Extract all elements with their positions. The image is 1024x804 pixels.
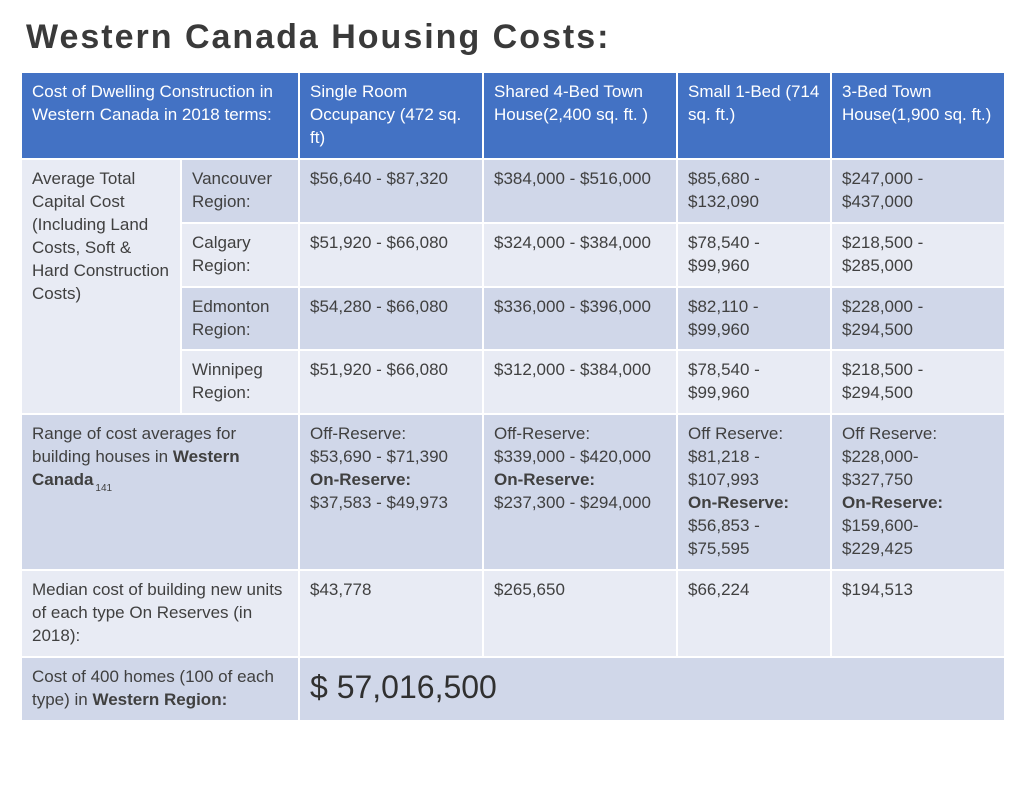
cell: $324,000 - $384,000 [483,223,677,287]
cell: Off-Reserve: $339,000 - $420,000 On-Rese… [483,414,677,570]
row-range: Range of cost averages for building hous… [21,414,1005,570]
region-name: Calgary Region: [181,223,299,287]
col-header-1bed: Small 1-Bed (714 sq. ft.) [677,72,831,159]
cell: $78,540 - $99,960 [677,350,831,414]
cell: $228,000 - $294,500 [831,287,1005,351]
row-total: Cost of 400 homes (100 of each type) in … [21,657,1005,721]
on-reserve-value: $56,853 - $75,595 [688,516,760,558]
off-reserve-label: Off-Reserve: [310,424,406,443]
cell: $78,540 - $99,960 [677,223,831,287]
on-reserve-value: $159,600- $229,425 [842,516,919,558]
col-header-sro: Single Room Occupancy (472 sq. ft) [299,72,483,159]
cell: $218,500 - $285,000 [831,223,1005,287]
table-header-row: Cost of Dwelling Construction in Western… [21,72,1005,159]
cell: $43,778 [299,570,483,657]
cell: Off-Reserve: $53,690 - $71,390 On-Reserv… [299,414,483,570]
row-median: Median cost of building new units of eac… [21,570,1005,657]
off-reserve-label: Off-Reserve: [494,424,590,443]
off-reserve-label: Off Reserve: [842,424,937,443]
col-header-lead: Cost of Dwelling Construction in Western… [21,72,299,159]
off-reserve-value: $339,000 - $420,000 [494,447,651,466]
page-title: Western Canada Housing Costs: [20,18,1004,57]
off-reserve-value: $53,690 - $71,390 [310,447,448,466]
cell: $66,224 [677,570,831,657]
range-label: Range of cost averages for building hous… [21,414,299,570]
col-header-3bed: 3-Bed Town House(1,900 sq. ft.) [831,72,1005,159]
housing-cost-table: Cost of Dwelling Construction in Western… [20,71,1006,722]
on-reserve-value: $237,300 - $294,000 [494,493,651,512]
total-label: Cost of 400 homes (100 of each type) in … [21,657,299,721]
on-reserve-label: On-Reserve: [310,470,411,489]
row-vancouver: Average Total Capital Cost (Including La… [21,159,1005,223]
cell: $265,650 [483,570,677,657]
footnote-marker: 141 [95,483,112,494]
off-reserve-label: Off Reserve: [688,424,783,443]
on-reserve-label: On-Reserve: [842,493,943,512]
total-label-b: Western Region: [92,690,227,709]
capital-cost-label: Average Total Capital Cost (Including La… [21,159,181,415]
on-reserve-label: On-Reserve: [688,493,789,512]
on-reserve-value: $37,583 - $49,973 [310,493,448,512]
cell: $85,680 - $132,090 [677,159,831,223]
cell: $56,640 - $87,320 [299,159,483,223]
total-value: $ 57,016,500 [299,657,1005,721]
region-name: Vancouver Region: [181,159,299,223]
cell: $312,000 - $384,000 [483,350,677,414]
cell: $51,920 - $66,080 [299,350,483,414]
cell: $82,110 - $99,960 [677,287,831,351]
cell: $384,000 - $516,000 [483,159,677,223]
off-reserve-value: $81,218 - $107,993 [688,447,760,489]
cell: $194,513 [831,570,1005,657]
on-reserve-label: On-Reserve: [494,470,595,489]
cell: Off Reserve: $81,218 - $107,993 On-Reser… [677,414,831,570]
median-label: Median cost of building new units of eac… [21,570,299,657]
cell: $247,000 - $437,000 [831,159,1005,223]
cell: $336,000 - $396,000 [483,287,677,351]
off-reserve-value: $228,000- $327,750 [842,447,919,489]
cell: $51,920 - $66,080 [299,223,483,287]
region-name: Winnipeg Region: [181,350,299,414]
region-name: Edmonton Region: [181,287,299,351]
cell: Off Reserve: $228,000- $327,750 On-Reser… [831,414,1005,570]
cell: $54,280 - $66,080 [299,287,483,351]
col-header-4bed: Shared 4-Bed Town House(2,400 sq. ft. ) [483,72,677,159]
cell: $218,500 - $294,500 [831,350,1005,414]
